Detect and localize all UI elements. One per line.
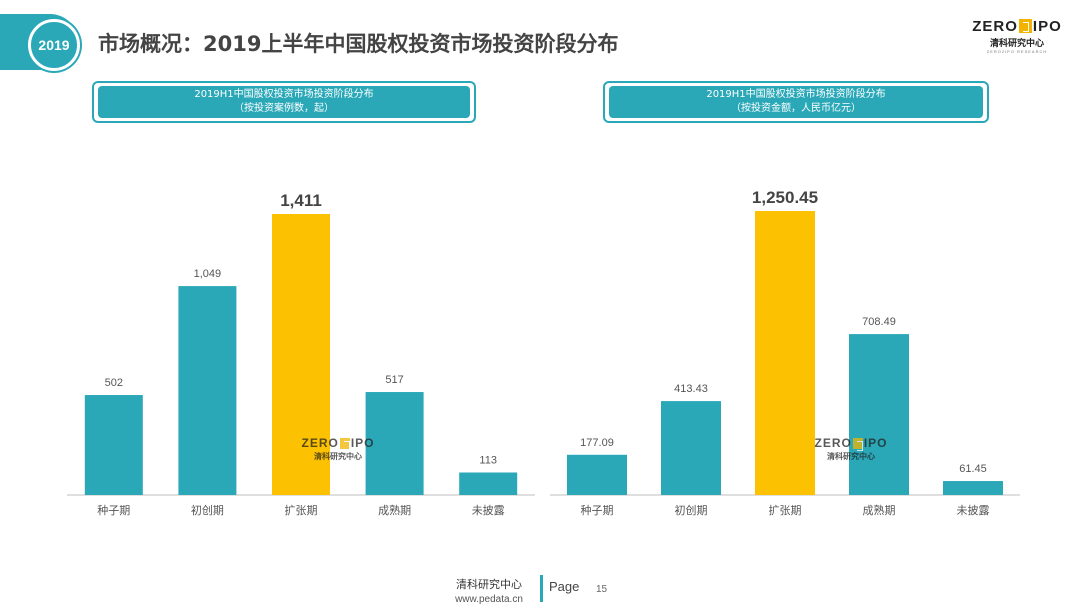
- left-category-label-4: 未披露: [472, 503, 505, 517]
- right-category-label-0: 种子期: [581, 503, 614, 517]
- left-value-label-2: 1,411: [280, 191, 322, 210]
- right-category-label-2: 扩张期: [769, 503, 802, 517]
- right-chart-title: 2019H1中国股权投资市场投资阶段分布: [706, 89, 886, 100]
- right-category-label-3: 成熟期: [863, 503, 896, 517]
- left-value-label-0: 502: [105, 377, 123, 389]
- left-bar-1: [178, 286, 237, 495]
- left-chart-header: 2019H1中国股权投资市场投资阶段分布 （按投资案例数，起）: [92, 81, 476, 123]
- right-value-label-4: 61.45: [959, 463, 987, 475]
- year-badge: 2019: [28, 19, 80, 71]
- logo-wordmark: ZERO IPO: [972, 18, 1062, 35]
- right-bar-3: [849, 334, 909, 495]
- footer-org-name: 清科研究中心: [456, 578, 522, 591]
- left-bar-2: [272, 214, 330, 495]
- right-category-label-4: 未披露: [957, 503, 990, 517]
- right-chart-subtitle: （按投资金额，人民币亿元）: [731, 103, 861, 114]
- logo-subtitle-en: ZERO2IPO RESEARCH: [986, 49, 1048, 54]
- right-value-label-1: 413.43: [674, 383, 708, 395]
- right-value-label-2: 1,250.45: [752, 188, 818, 207]
- left-value-label-1: 1,049: [194, 268, 222, 280]
- left-value-label-3: 517: [385, 374, 403, 386]
- left-bar-4: [459, 472, 518, 495]
- right-bar-0: [567, 454, 627, 495]
- left-bar-0: [84, 395, 143, 495]
- left-bar-3: [365, 392, 424, 495]
- right-bar-1: [661, 401, 721, 495]
- right-bar-4: [943, 481, 1003, 495]
- logo-subtitle: 清科研究中心: [989, 38, 1044, 48]
- left-chart-subtitle: （按投资案例数，起）: [234, 103, 334, 114]
- watermark-2-icon: [852, 438, 863, 451]
- left-category-label-3: 成熟期: [378, 503, 411, 517]
- footer-page-label: Page: [549, 579, 580, 594]
- right-bar-2: [755, 211, 815, 495]
- left-category-label-2: 扩张期: [285, 503, 318, 517]
- brand-logo: ZERO IPO 清科研究中心 ZERO2IPO RESEARCH: [972, 18, 1062, 62]
- right-value-label-3: 708.49: [862, 316, 896, 328]
- right-watermark-logo: ZERO IPO 清科研究中心: [814, 436, 888, 461]
- left-value-label-4: 113: [479, 454, 497, 466]
- right-value-label-0: 177.09: [580, 437, 614, 449]
- left-category-label-1: 初创期: [191, 503, 224, 517]
- right-chart-header: 2019H1中国股权投资市场投资阶段分布 （按投资金额，人民币亿元）: [603, 81, 989, 123]
- left-chart-title: 2019H1中国股权投资市场投资阶段分布: [194, 89, 374, 100]
- left-category-label-0: 种子期: [97, 503, 130, 517]
- footer-url[interactable]: www.pedata.cn: [455, 594, 523, 605]
- right-category-label-1: 初创期: [675, 503, 708, 517]
- footer-org-block: 清科研究中心 www.pedata.cn: [440, 576, 538, 605]
- left-watermark-logo: ZERO IPO 清科研究中心: [301, 436, 375, 461]
- footer-divider: [540, 575, 543, 602]
- logo-2-icon: [1018, 19, 1032, 33]
- page-title: 市场概况：2019上半年中国股权投资市场投资阶段分布: [98, 32, 619, 56]
- watermark-2-icon: [339, 438, 350, 451]
- footer-page-number: 15: [596, 584, 608, 595]
